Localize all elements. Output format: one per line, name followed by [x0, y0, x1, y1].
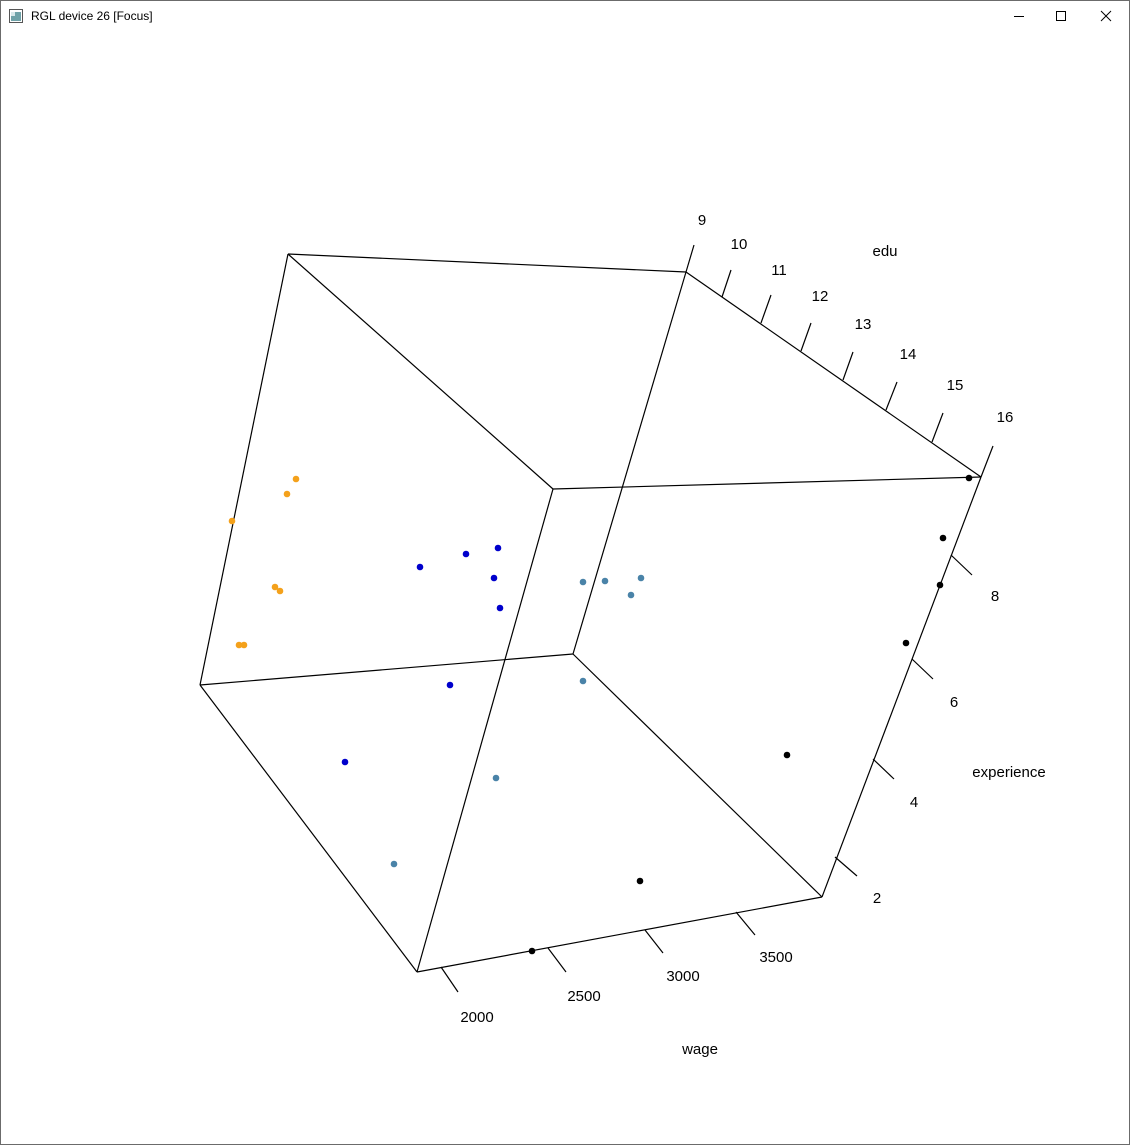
data-point — [579, 677, 587, 685]
close-icon — [1100, 10, 1112, 22]
data-point — [271, 583, 279, 591]
box-edge — [685, 271, 982, 478]
experience-tick-6 — [911, 658, 934, 680]
data-point — [636, 877, 644, 885]
data-point — [390, 860, 398, 868]
experience-tick-label: 4 — [910, 794, 918, 811]
box-edge — [199, 684, 418, 973]
edu-tick-9 — [685, 244, 695, 273]
points-black — [528, 474, 973, 955]
minimize-button[interactable] — [997, 1, 1041, 31]
points-steelblue — [390, 574, 645, 868]
data-point — [902, 639, 910, 647]
data-point — [637, 574, 645, 582]
wage-tick-label: 3500 — [759, 949, 792, 966]
close-button[interactable] — [1084, 1, 1128, 31]
edu-tick-10 — [721, 269, 732, 298]
data-point — [416, 563, 424, 571]
edu-axis-label: edu — [872, 243, 897, 260]
wage-axis — [440, 911, 756, 993]
box-edge — [572, 653, 823, 898]
box-edge — [572, 271, 687, 655]
wage-axis-label: wage — [681, 1041, 718, 1058]
edu-tick-label: 16 — [997, 409, 1014, 426]
box-edge — [199, 653, 574, 686]
box-edge — [416, 488, 554, 973]
edu-tick-13 — [842, 351, 854, 381]
data-point — [228, 517, 236, 525]
points-orange — [228, 475, 300, 649]
data-point — [235, 641, 243, 649]
data-point — [276, 587, 284, 595]
maximize-button[interactable] — [1039, 1, 1083, 31]
data-point — [240, 641, 248, 649]
experience-axis — [834, 554, 973, 877]
experience-tick-4 — [872, 758, 895, 780]
edu-tick-label: 11 — [771, 262, 787, 279]
window-title: RGL device 26 [Focus] — [31, 9, 153, 23]
bounding-box — [199, 253, 982, 973]
data-point — [965, 474, 973, 482]
data-point — [939, 534, 947, 542]
box-edge — [821, 476, 982, 898]
edu-tick-14 — [885, 381, 898, 411]
title-bar[interactable]: RGL device 26 [Focus] — [1, 1, 1129, 32]
data-point — [601, 577, 609, 585]
wage-tick-3500 — [735, 911, 756, 936]
edu-tick-label: 10 — [731, 236, 748, 253]
wage-tick-label: 3000 — [666, 968, 699, 985]
box-edge — [416, 896, 823, 973]
experience-tick-2 — [834, 856, 858, 877]
experience-axis-label: experience — [972, 764, 1045, 781]
data-point — [462, 550, 470, 558]
maximize-icon — [1056, 11, 1066, 21]
data-point — [936, 581, 944, 589]
data-point — [496, 604, 504, 612]
minimize-icon — [1014, 16, 1024, 17]
wage-tick-2000 — [440, 966, 459, 993]
experience-tick-8 — [950, 554, 973, 576]
edu-tick-label: 15 — [947, 377, 964, 394]
edu-tick-label: 12 — [812, 288, 829, 305]
box-edge — [287, 253, 687, 273]
box-edge — [552, 476, 982, 490]
data-point — [490, 574, 498, 582]
wage-tick-3000 — [644, 929, 664, 954]
edu-tick-label: 13 — [855, 316, 872, 333]
box-edge — [199, 253, 289, 686]
data-point — [783, 751, 791, 759]
data-point — [627, 591, 635, 599]
data-point — [579, 578, 587, 586]
data-point — [528, 947, 536, 955]
wage-tick-label: 2000 — [460, 1009, 493, 1026]
data-point — [283, 490, 291, 498]
wage-tick-label: 2500 — [567, 988, 600, 1005]
edu-tick-label: 9 — [698, 212, 706, 229]
data-point — [341, 758, 349, 766]
experience-tick-label: 2 — [873, 890, 881, 907]
box-edge — [287, 253, 554, 490]
data-point — [492, 774, 500, 782]
rgl-app-icon — [9, 9, 23, 23]
edu-tick-label: 14 — [900, 346, 917, 363]
edu-tick-11 — [760, 294, 772, 324]
points-blue — [341, 544, 504, 766]
experience-tick-label: 6 — [950, 694, 958, 711]
edu-tick-12 — [800, 322, 812, 352]
wage-tick-2500 — [547, 947, 567, 973]
data-point — [494, 544, 502, 552]
data-point — [292, 475, 300, 483]
data-point — [446, 681, 454, 689]
experience-tick-label: 8 — [991, 588, 999, 605]
edu-tick-15 — [931, 412, 944, 443]
edu-axis — [685, 244, 994, 478]
edu-tick-16 — [980, 445, 994, 478]
